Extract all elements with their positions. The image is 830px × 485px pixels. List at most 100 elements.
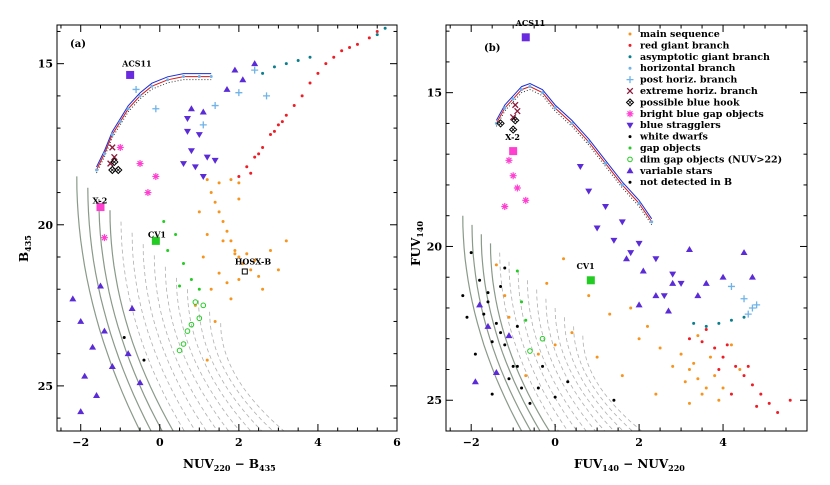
panel-b-point-horizontal-branch	[637, 201, 641, 205]
panel-a-point-main-sequence	[221, 220, 225, 224]
panel-a-point-blue-stragglers	[199, 173, 207, 180]
panel-a-y-tick-label: 20	[38, 219, 54, 232]
panel-b-point-dim-gap-objects-nuv-22	[527, 348, 533, 354]
panel-a-point-possible-blue-hook	[114, 165, 123, 175]
panel-b-point-variable-stars	[719, 273, 727, 280]
panel-b-point-red-giant-branch	[788, 398, 792, 402]
panel-a-point-main-sequence	[229, 239, 233, 243]
panel-a-annotation-acs11: ACS11	[121, 59, 151, 69]
panel-b-point-main-sequence	[654, 392, 658, 396]
panel-b-point-red-giant-branch	[700, 340, 704, 344]
panel-b-model-curves	[462, 82, 653, 431]
panel-a-point-main-sequence	[217, 210, 221, 214]
panel-b-point-blue-stragglers	[576, 164, 584, 170]
panel-a-point-red-giant-branch	[348, 46, 352, 50]
panel-b-point-horizontal-branch	[511, 97, 515, 101]
panel-b-point-variable-stars	[635, 301, 643, 308]
panel-a-point-red-giant-branch	[324, 62, 328, 66]
panel-a-point-gap-objects	[189, 278, 193, 282]
panel-a-annotations: ACS11 X-2 CV1 HOSX-B	[92, 59, 271, 267]
panel-a-point-main-sequence	[201, 255, 205, 259]
panel-a-point-blue-stragglers	[191, 164, 199, 171]
panel-a-point-blue-stragglers	[195, 132, 203, 139]
panel-a-y-tick-label: 25	[38, 380, 53, 393]
panel-a-model-curve	[120, 221, 185, 431]
legend-symbol-post-horiz-branch	[626, 76, 634, 84]
panel-a-point-extreme-horiz-branch	[107, 160, 114, 167]
panel-a-point-horizontal-branch	[102, 152, 106, 156]
panel-b-point-variable-stars	[476, 301, 484, 308]
panel-b-point-horizontal-branch	[528, 85, 532, 89]
panel-b-point-main-sequence	[721, 386, 725, 390]
panel-b-point-main-sequence	[700, 392, 704, 396]
panel-b-y-tick-label: 15	[427, 87, 442, 100]
panel-a-point-red-giant-branch	[375, 29, 379, 33]
panel-b-point-asymptotic-giant-branch	[717, 321, 721, 325]
panel-a-point-variable-stars	[81, 372, 89, 379]
panel-b-point-possible-blue-hook	[496, 119, 505, 128]
panel-a-point-asymptotic-giant-branch	[284, 62, 288, 66]
panel-a-point-dim-gap-objects-nuv-22	[188, 321, 195, 328]
panel-a-point-asymptotic-giant-branch	[308, 55, 312, 59]
panel-b-point-possible-blue-hook-inner	[511, 127, 516, 132]
panel-b-point-post-horiz-branch	[727, 282, 735, 290]
panel-b-point-horizontal-branch	[587, 140, 591, 144]
panel-a-point-dim-gap-objects-nuv-22	[200, 302, 207, 309]
panel-a-point-blue-stragglers	[187, 148, 195, 155]
panel-a-x-tick-label: 2	[235, 436, 243, 449]
panel-b-point-horizontal-branch	[520, 88, 524, 92]
panel-a-marker-cv1	[151, 236, 160, 245]
panel-a-point-variable-stars	[96, 282, 104, 289]
panel-a-point-main-sequence	[237, 197, 241, 201]
panel-a-point-main-sequence	[229, 178, 233, 182]
panel-a-point-main-sequence	[209, 287, 213, 291]
panel-a-point-horizontal-branch	[150, 84, 154, 88]
panel-a-annotation-cv1: CV1	[148, 229, 166, 239]
panel-a-point-asymptotic-giant-branch	[375, 33, 379, 37]
panel-b-point-main-sequence	[738, 367, 742, 371]
panel-a-point-variable-stars	[93, 392, 101, 399]
panel-b-point-not-detected-in-b	[566, 380, 570, 384]
panel-b-point-variable-stars	[740, 249, 748, 256]
panel-b-model-curve	[554, 307, 615, 431]
panel-b-point-possible-blue-hook-outline	[508, 125, 518, 134]
panel-a-point-variable-stars	[136, 379, 144, 386]
panel-a-point-main-sequence	[213, 319, 217, 323]
panel-a-point-possible-blue-hook-inner	[116, 167, 121, 173]
panel-b-point-blue-stragglers	[669, 271, 677, 278]
legend-symbol-possible-blue-hook-outline	[625, 98, 635, 107]
legend-symbol-main-sequence	[628, 32, 632, 36]
panel-a-point-horizontal-branch	[166, 78, 170, 82]
panel-b-point-post-horiz-branch	[748, 304, 756, 312]
panel-a-point-post-horiz-branch	[199, 121, 207, 129]
legend-label-possible-blue-hook: possible blue hook	[640, 97, 740, 108]
panel-a-x-tick-label: −2	[72, 436, 89, 449]
panel-b-point-white-dwarfs	[499, 331, 503, 335]
panel-a-point-dim-gap-objects-nuv-22	[176, 347, 183, 354]
panel-a-point-possible-blue-hook-inner	[110, 167, 115, 173]
panel-b-point-horizontal-branch	[541, 91, 545, 95]
panel-b-point-main-sequence	[671, 364, 675, 368]
panel-b-marker-x-2	[509, 147, 518, 156]
panel-b-point-blue-stragglers	[627, 250, 635, 257]
panel-a-point-variable-stars	[128, 305, 136, 312]
panel-a-point-red-giant-branch	[245, 165, 249, 169]
panel-a-point-red-giant-branch	[237, 174, 241, 178]
panel-a-y-tick-label: 15	[38, 58, 53, 71]
panel-a-point-red-giant-branch	[272, 129, 276, 133]
panel-a-point-main-sequence	[245, 252, 249, 256]
panel-a-point-main-sequence	[221, 239, 225, 243]
legend-symbol-gap-objects	[628, 146, 632, 150]
panel-a: −2 0 2 4 6 15 20 25 (a) ACS11 X-2 CV1 HOSX-B NUV22…	[17, 24, 401, 473]
panel-b-point-not-detected-in-b	[503, 343, 507, 347]
panel-a-point-asymptotic-giant-branch	[261, 71, 265, 75]
panel-b-annotation-cv1: CV1	[577, 261, 595, 271]
legend-symbol-dim-gap-objects-nuv-22	[627, 156, 633, 163]
panel-a-point-main-sequence	[241, 261, 245, 265]
panel-b-model-curve	[527, 280, 587, 431]
legend-label-extreme-horiz-branch: extreme horiz. branch	[640, 86, 758, 97]
panel-b-model-curve	[564, 317, 624, 431]
panel-b-marker-acs11	[521, 33, 530, 42]
panel-b-point-variable-stars	[685, 246, 693, 252]
